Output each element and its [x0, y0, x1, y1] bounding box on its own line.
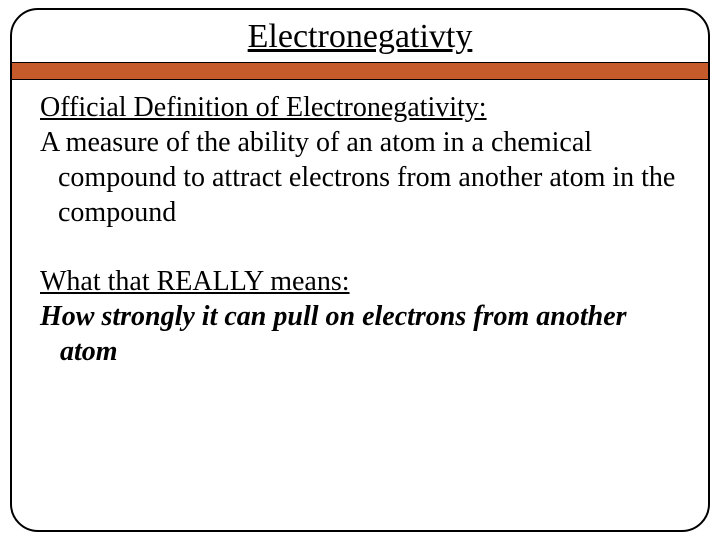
divider-bar — [12, 62, 708, 80]
section1-heading: Official Definition of Electronegativity… — [40, 90, 680, 125]
section2-body: How strongly it can pull on electrons fr… — [40, 299, 680, 369]
section2-heading: What that REALLY means: — [40, 264, 680, 299]
slide-frame: Electronegativty Official Definition of … — [10, 8, 710, 532]
title-area: Electronegativty — [12, 10, 708, 56]
content-area: Official Definition of Electronegativity… — [12, 80, 708, 369]
section1-body: A measure of the ability of an atom in a… — [40, 125, 680, 230]
slide-title: Electronegativty — [248, 18, 473, 56]
spacer — [40, 230, 680, 264]
